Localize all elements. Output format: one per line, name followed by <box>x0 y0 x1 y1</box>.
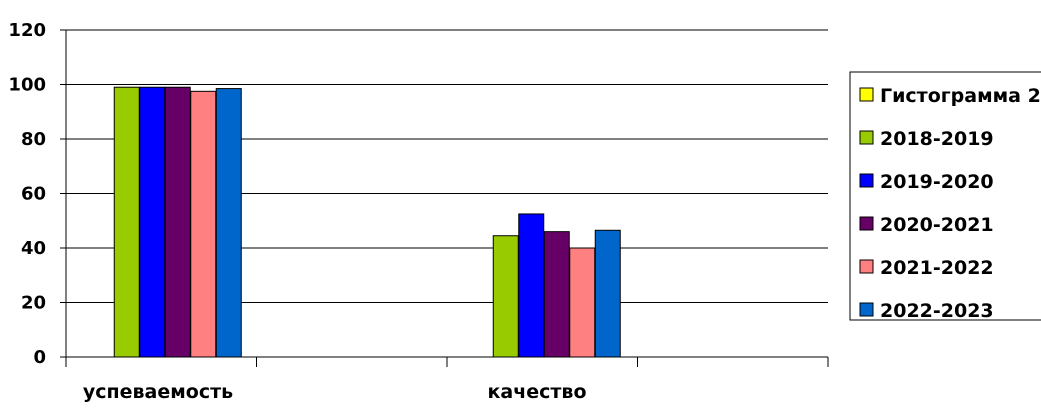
x-tick-label: успеваемость <box>83 381 233 403</box>
y-tick-label: 80 <box>21 129 46 150</box>
y-tick-label: 100 <box>8 75 46 96</box>
legend-swatch <box>859 130 874 145</box>
legend-label: 2020-2021 <box>880 214 994 236</box>
bar <box>190 90 217 358</box>
y-tick-label: 0 <box>33 347 46 368</box>
legend-swatch <box>859 87 874 102</box>
bar <box>164 86 191 358</box>
x-tick-label: качество <box>488 381 587 403</box>
legend-swatch <box>859 173 874 188</box>
legend-label: 2022-2023 <box>880 300 994 322</box>
y-tick-label: 120 <box>8 20 46 41</box>
legend-label: Гистограмма 2 <box>880 85 1041 107</box>
legend-swatch <box>859 259 874 274</box>
bar <box>215 88 242 358</box>
legend-swatch <box>859 302 874 317</box>
legend-box <box>849 71 1041 321</box>
bar <box>518 213 545 358</box>
y-tick-label: 20 <box>21 293 46 314</box>
bar <box>113 86 140 358</box>
bar <box>543 231 570 358</box>
bar <box>139 86 166 358</box>
bar <box>492 235 519 358</box>
bar <box>594 229 621 358</box>
legend-label: 2021-2022 <box>880 257 994 279</box>
legend-swatch <box>859 216 874 231</box>
legend-label: 2018-2019 <box>880 128 994 150</box>
y-tick-label: 40 <box>21 238 46 259</box>
bar <box>569 247 596 358</box>
legend-label: 2019-2020 <box>880 171 994 193</box>
y-tick-label: 60 <box>21 184 46 205</box>
